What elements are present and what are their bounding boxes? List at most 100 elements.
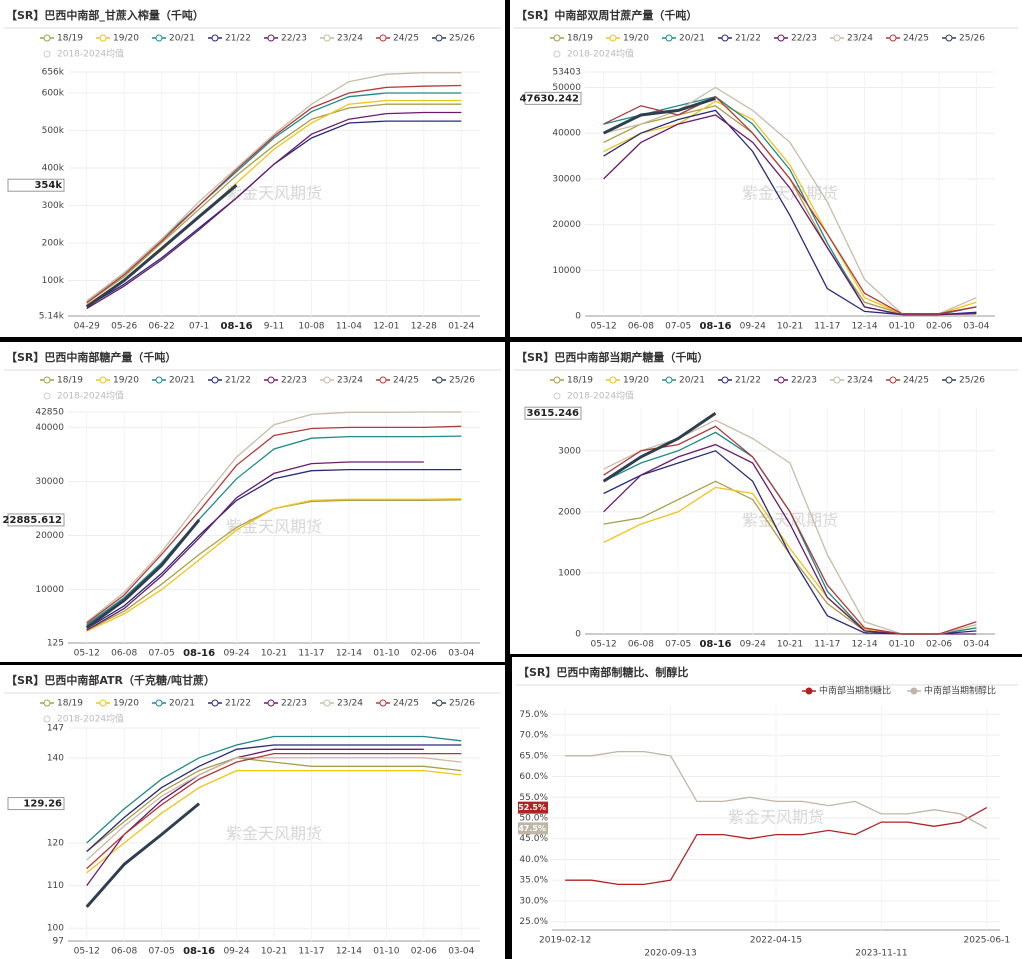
x-tick-label: 02-06 xyxy=(411,947,437,957)
y-tick-label: 147 xyxy=(47,724,64,734)
series-line xyxy=(86,84,462,304)
x-tick-label: 10-08 xyxy=(298,322,324,332)
legend-swatch xyxy=(379,376,387,384)
series-line xyxy=(565,807,988,886)
x-tick-label: 10-21 xyxy=(777,640,803,650)
y-tick-label: 40000 xyxy=(35,423,64,433)
chart-title: 【SR】巴西中南部_甘蔗入榨量（千吨） xyxy=(6,8,204,22)
legend-swatch xyxy=(155,34,163,42)
series-line xyxy=(602,96,716,135)
legend-label: 22/23 xyxy=(281,34,307,44)
y-tick-label: 30000 xyxy=(552,174,581,184)
y-tick-label: 40000 xyxy=(552,129,581,139)
y-tick-label: 20000 xyxy=(35,531,64,541)
legend-swatch xyxy=(323,376,331,384)
highlight-box xyxy=(7,513,65,527)
series-line xyxy=(565,750,988,829)
series-line xyxy=(86,111,462,310)
y-tick-label: 50000 xyxy=(552,83,581,93)
series-line xyxy=(86,752,462,870)
legend-label: 20/21 xyxy=(169,699,195,709)
legend-label: 21/22 xyxy=(225,376,251,386)
x-tick-label: 01-10 xyxy=(373,947,399,957)
x-tick-label: 08-16 xyxy=(183,648,215,659)
chart-title: 【SR】中南部双周甘蔗产量（千吨） xyxy=(516,8,697,22)
x-tick-label: 07-05 xyxy=(665,322,691,332)
y-tick-label: 5.14k xyxy=(39,312,65,322)
legend-swatch xyxy=(553,376,561,384)
legend-label: 20/21 xyxy=(169,376,195,386)
legend-label: 21/22 xyxy=(225,699,251,709)
x-tick-label: 2022-04-15 xyxy=(750,936,802,946)
x-tick-label: 06-22 xyxy=(149,322,175,332)
legend-swatch xyxy=(609,376,617,384)
legend-swatch xyxy=(609,34,617,42)
legend-swatch xyxy=(43,699,51,707)
series-line xyxy=(85,184,238,308)
legend-label: 2018-2024均值 xyxy=(57,390,124,402)
legend-swatch xyxy=(665,34,673,42)
y-tick-label: 40.0% xyxy=(519,855,548,865)
legend-swatch xyxy=(435,699,443,707)
series-line xyxy=(85,518,201,629)
series-line xyxy=(86,411,462,623)
legend-label: 25/26 xyxy=(959,376,985,386)
x-tick-label: 04-29 xyxy=(74,322,100,332)
x-tick-label: 01-10 xyxy=(889,640,915,650)
legend-label: 19/20 xyxy=(623,34,649,44)
legend-label: 18/19 xyxy=(57,376,83,386)
y-tick-label: 10000 xyxy=(35,585,64,595)
x-tick-label: 05-12 xyxy=(74,947,100,957)
legend-swatch xyxy=(833,376,841,384)
x-tick-label: 03-04 xyxy=(963,322,989,332)
x-tick-label: 07-05 xyxy=(665,640,691,650)
legend-label: 22/23 xyxy=(281,376,307,386)
series-line xyxy=(86,757,462,853)
legend-swatch xyxy=(211,34,219,42)
highlight-label: 52.5% xyxy=(518,803,546,812)
series-line xyxy=(86,757,462,861)
legend-swatch xyxy=(267,376,275,384)
x-tick-label: 08-16 xyxy=(699,639,731,650)
legend-label: 中南部当期制醇比 xyxy=(924,685,996,697)
highlight-label: 47630.242 xyxy=(520,93,580,104)
legend-label: 19/20 xyxy=(113,376,139,386)
panel-bg xyxy=(0,342,505,662)
legend-label: 2018-2024均值 xyxy=(57,48,124,60)
x-tick-label: 11-17 xyxy=(814,322,840,332)
x-tick-label: 2019-02-12 xyxy=(539,936,591,946)
x-tick-label: 01-10 xyxy=(373,649,399,659)
legend-swatch xyxy=(211,699,219,707)
x-tick-label: 2023-11-11 xyxy=(855,949,907,959)
highlight-box xyxy=(7,178,65,192)
x-tick-label: 11-17 xyxy=(814,640,840,650)
legend-label: 21/22 xyxy=(225,34,251,44)
y-tick-label: 0 xyxy=(575,312,581,322)
x-tick-label: 09-24 xyxy=(223,947,249,957)
legend-label: 24/25 xyxy=(903,34,929,44)
x-tick-label: 08-16 xyxy=(221,321,253,332)
legend-label: 中南部当期制糖比 xyxy=(819,685,891,697)
x-tick-label: 06-08 xyxy=(628,322,654,332)
y-tick-label: 97 xyxy=(53,937,64,947)
legend-swatch xyxy=(889,34,897,42)
legend-swatch xyxy=(43,392,51,400)
panel-bg xyxy=(0,665,505,959)
legend-swatch xyxy=(721,34,729,42)
chart-title: 【SR】巴西中南部糖产量（千吨） xyxy=(6,350,176,364)
y-tick-label: 20000 xyxy=(552,220,581,230)
x-tick-label: 07-05 xyxy=(149,947,175,957)
series-line xyxy=(86,435,462,626)
legend-swatch xyxy=(99,34,107,42)
legend-swatch xyxy=(379,699,387,707)
legend-label: 20/21 xyxy=(679,376,705,386)
highlight-box xyxy=(524,406,582,420)
highlight-label: 22885.612 xyxy=(3,515,63,526)
y-tick-label: 300k xyxy=(42,201,65,211)
y-tick-label: 53403 xyxy=(552,68,581,78)
highlight-box xyxy=(518,822,548,835)
x-tick-label: 03-04 xyxy=(963,640,989,650)
